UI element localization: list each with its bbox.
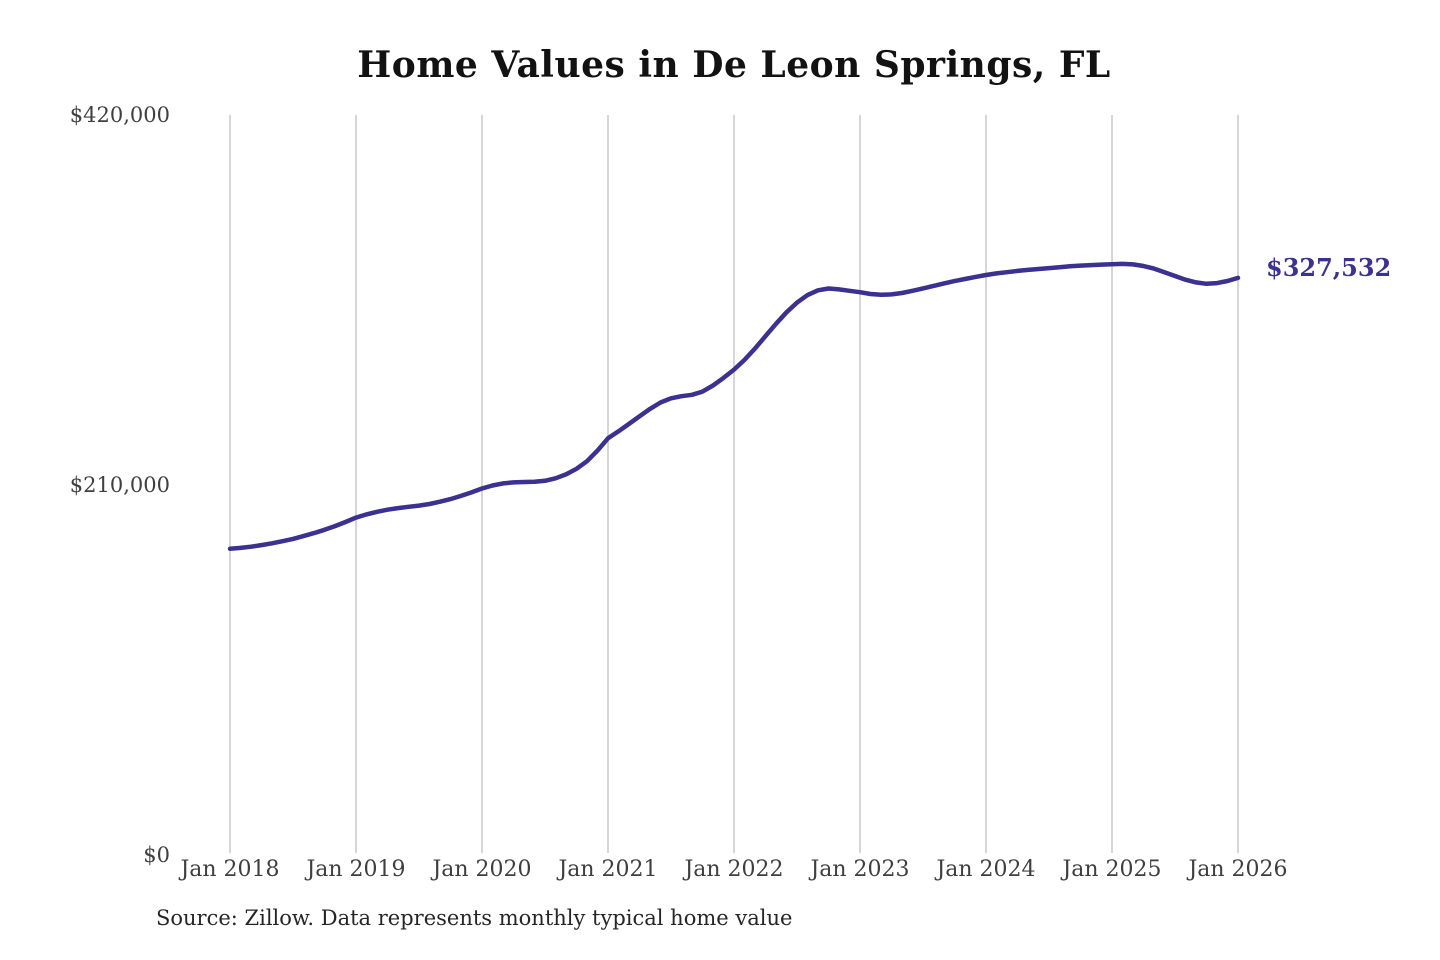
source-note: Source: Zillow. Data represents monthly … <box>156 906 793 930</box>
x-tick-label: Jan 2023 <box>810 857 910 882</box>
home-value-line <box>227 261 1241 552</box>
x-tick-label: Jan 2020 <box>432 857 532 882</box>
x-tick-label: Jan 2022 <box>684 857 784 882</box>
x-tick-label: Jan 2019 <box>306 857 406 882</box>
x-tick-label: Jan 2026 <box>1188 857 1288 882</box>
chart-title: Home Values in De Leon Springs, FL <box>357 44 1111 86</box>
vertical-gridlines <box>229 115 1239 853</box>
y-tick-label: $210,000 <box>69 473 170 497</box>
x-tick-label: Jan 2025 <box>1062 857 1162 882</box>
x-tick-label: Jan 2024 <box>936 857 1036 882</box>
y-tick-label: $0 <box>143 843 170 867</box>
latest-value-label: $327,532 <box>1266 252 1392 282</box>
y-tick-label: $420,000 <box>69 103 170 127</box>
x-tick-label: Jan 2021 <box>558 857 658 882</box>
x-tick-label: Jan 2018 <box>180 857 280 882</box>
